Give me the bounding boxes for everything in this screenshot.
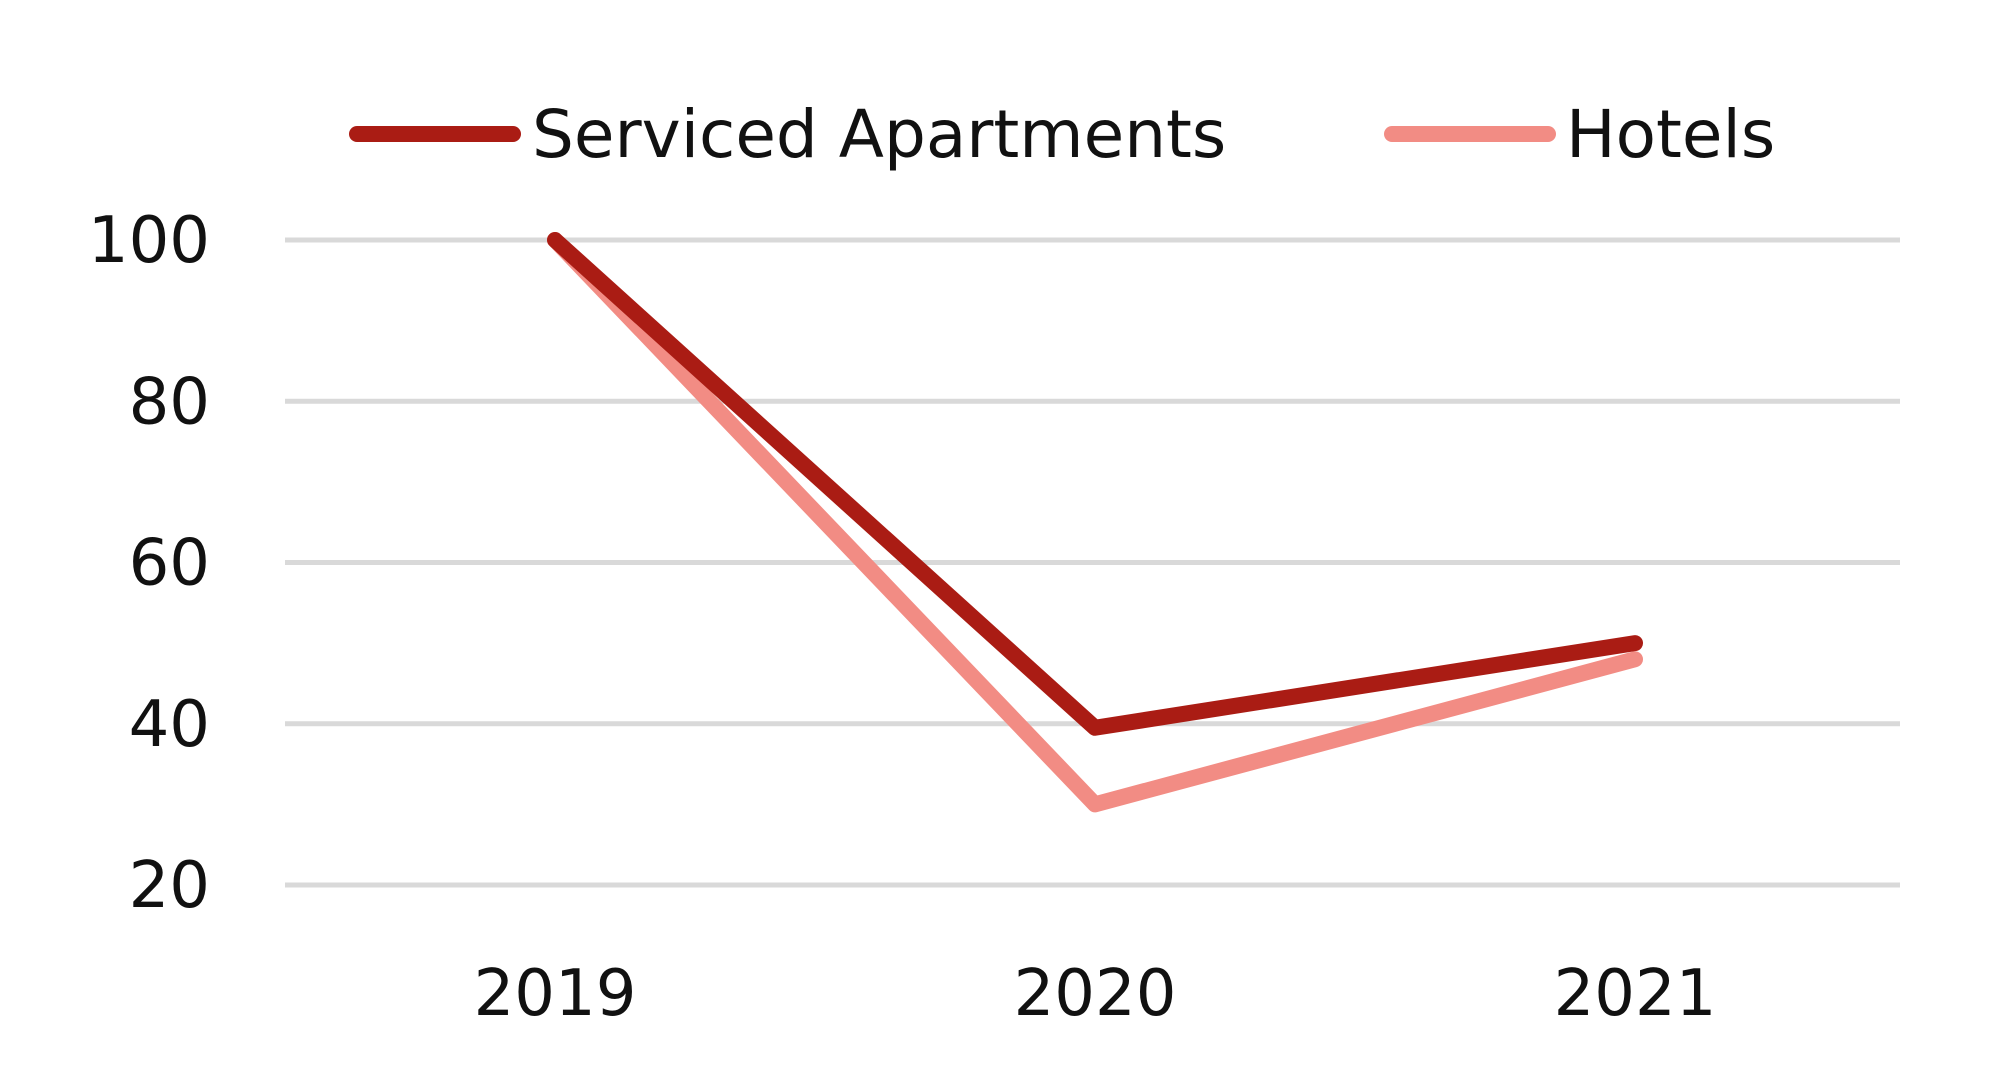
legend-label-hotels: Hotels xyxy=(1566,96,1775,173)
y-tick-label-80: 80 xyxy=(129,365,210,439)
y-axis-tick-labels: 20 40 60 80 100 xyxy=(88,204,210,923)
y-tick-label-100: 100 xyxy=(88,204,210,278)
x-axis-tick-labels: 2019 2020 2021 xyxy=(474,957,1717,1031)
gridlines xyxy=(285,237,1900,888)
series-line-hotels xyxy=(547,232,1643,813)
x-tick-label-2021: 2021 xyxy=(1554,957,1717,1031)
x-tick-label-2019: 2019 xyxy=(474,957,637,1031)
series-lines xyxy=(547,232,1643,813)
y-tick-label-40: 40 xyxy=(129,688,210,762)
series-line-serviced-apartments xyxy=(547,232,1643,736)
y-tick-label-20: 20 xyxy=(129,849,210,923)
legend-label-serviced-apartments: Serviced Apartments xyxy=(532,96,1226,173)
x-tick-label-2020: 2020 xyxy=(1014,957,1177,1031)
legend: Serviced Apartments Hotels xyxy=(349,96,1775,173)
y-tick-label-60: 60 xyxy=(129,527,210,601)
